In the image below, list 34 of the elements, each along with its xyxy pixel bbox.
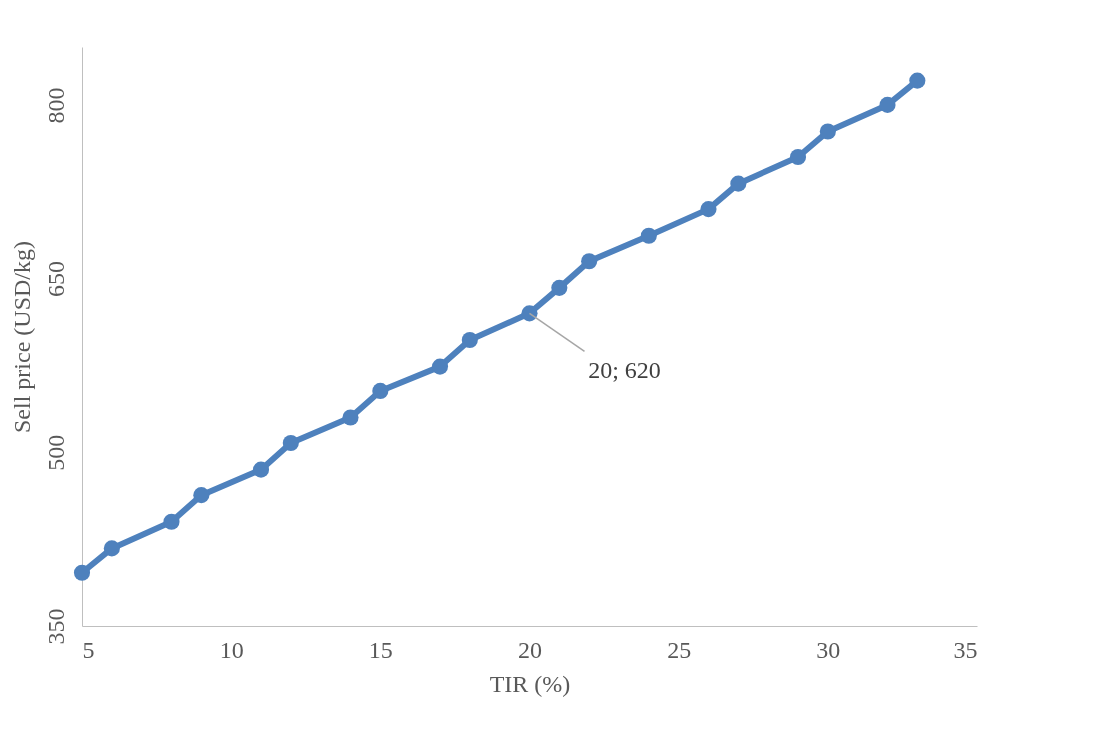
point — [789, 148, 807, 166]
x-tick-label: 25 — [667, 636, 692, 663]
x-tick-label: 15 — [368, 636, 393, 663]
point — [431, 358, 449, 375]
x-axis-title: TIR (%) — [489, 670, 571, 697]
point — [342, 409, 359, 426]
point — [372, 382, 389, 399]
point — [461, 331, 478, 349]
point — [521, 305, 538, 322]
y-axis-title: Sell price (USD/kg) — [8, 241, 35, 433]
y-tick-label: 500 — [42, 434, 69, 471]
point — [730, 175, 747, 192]
point — [103, 540, 120, 557]
point — [551, 279, 568, 296]
y-tick-label: 650 — [42, 261, 69, 298]
point — [163, 513, 180, 530]
x-tick-label: 10 — [219, 636, 244, 663]
point — [252, 461, 270, 478]
point — [700, 201, 717, 218]
y-tick-label: 350 — [42, 608, 69, 645]
x-tick-label: 20 — [518, 636, 542, 663]
point — [640, 227, 657, 244]
point — [282, 434, 299, 452]
y-tick-label: 800 — [42, 87, 69, 124]
annotation: 20; 620 — [588, 357, 661, 384]
x-tick-label: 30 — [816, 636, 841, 663]
point — [879, 96, 896, 113]
point — [909, 72, 926, 89]
x-tick-label: 5 — [82, 636, 95, 663]
point — [193, 487, 210, 504]
x-tick-label: 35 — [953, 636, 978, 663]
point — [819, 123, 836, 140]
point — [581, 253, 598, 270]
point — [73, 564, 91, 581]
